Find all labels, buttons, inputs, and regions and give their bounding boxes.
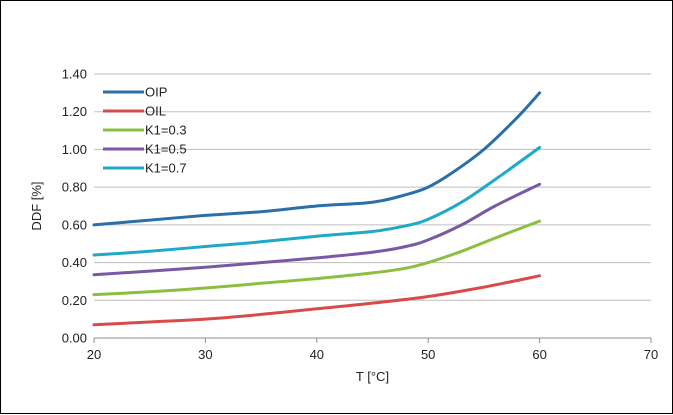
x-tick-label: 30 (198, 347, 212, 362)
y-tick-label: 0.80 (62, 180, 87, 195)
y-tick-label: 1.00 (62, 142, 87, 157)
y-tick-label: 1.40 (62, 67, 87, 82)
legend-label: K1=0.7 (145, 161, 187, 176)
legend-label: K1=0.3 (145, 123, 187, 138)
x-tick-label: 60 (532, 347, 546, 362)
legend-label: OIL (145, 104, 166, 119)
x-axis-title: T [°C] (356, 369, 389, 384)
y-tick-label: 0.00 (62, 331, 87, 346)
series-line-oip (92, 91, 542, 227)
grid-layer (94, 73, 651, 301)
series-layer (92, 91, 542, 327)
series-line-k1-0-7 (92, 146, 542, 257)
legend-label: OIP (145, 85, 167, 100)
x-tick-label: 20 (87, 347, 101, 362)
legend: OIP OIL K1=0.3 K1=0.5 K1=0.7 (103, 85, 187, 176)
legend-label: K1=0.5 (145, 142, 187, 157)
x-tick-label: 50 (421, 347, 435, 362)
y-tick-label: 0.20 (62, 293, 87, 308)
series-line-k1-0-5 (92, 182, 542, 277)
series-line-k1-0-3 (92, 219, 542, 297)
axis-layer: 0.00 0.20 0.40 0.60 0.80 1.00 1.20 1.40 20 30 40 50… (62, 67, 659, 363)
y-tick-label: 0.60 (62, 217, 87, 232)
x-tick-label: 40 (310, 347, 324, 362)
x-tick-label: 70 (644, 347, 658, 362)
y-tick-label: 1.20 (62, 104, 87, 119)
y-tick-label: 0.40 (62, 255, 87, 270)
y-axis-title: DDF [%] (29, 181, 44, 230)
series-line-oil (92, 274, 542, 327)
